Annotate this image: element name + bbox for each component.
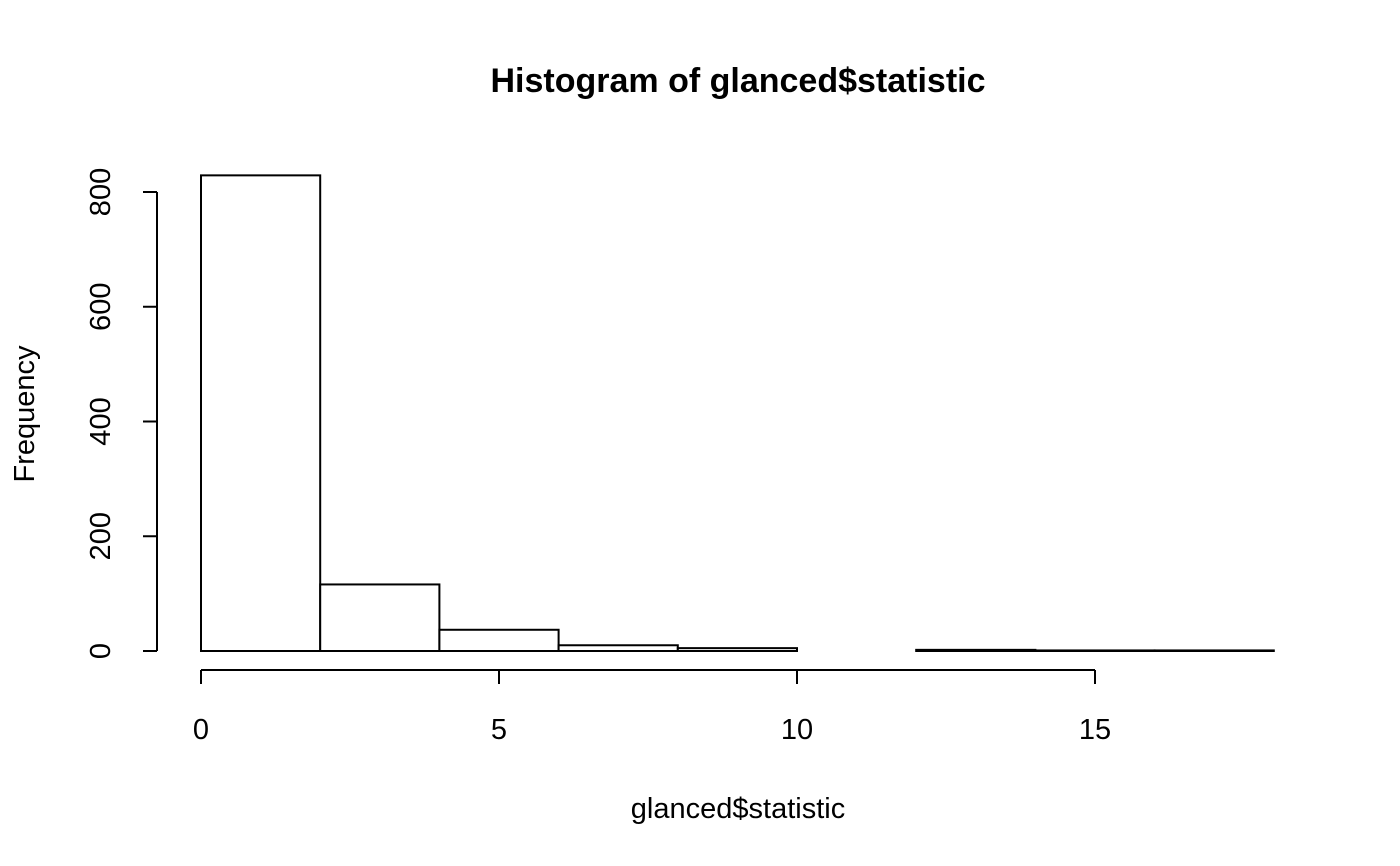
y-tick-label: 0 [85, 643, 117, 659]
histogram-bar [319, 583, 441, 653]
y-tick-label: 200 [85, 512, 117, 560]
x-tick-label: 5 [491, 714, 507, 746]
histogram-bars [200, 174, 1275, 653]
y-axis: 0 200 400 600 800 [85, 168, 158, 659]
x-tick-label: 15 [1079, 714, 1111, 746]
histogram-bar [1153, 649, 1275, 653]
y-axis-label: Frequency [9, 345, 41, 483]
histogram-bar [438, 628, 560, 652]
x-axis: 0 5 10 15 [193, 669, 1111, 746]
histogram-bar [676, 647, 798, 652]
y-tick-label: 600 [85, 283, 117, 331]
x-tick-label: 10 [781, 714, 813, 746]
y-tick-label: 800 [85, 168, 117, 216]
y-tick-label: 400 [85, 397, 117, 445]
x-axis-label: glanced$statistic [631, 793, 845, 825]
x-tick-label: 0 [193, 714, 209, 746]
histogram-bar [915, 648, 1037, 652]
histogram-bar [200, 174, 322, 653]
histogram-bar [557, 644, 679, 653]
histogram-bar [1034, 649, 1156, 653]
chart-title: Histogram of glanced$statistic [490, 62, 985, 100]
